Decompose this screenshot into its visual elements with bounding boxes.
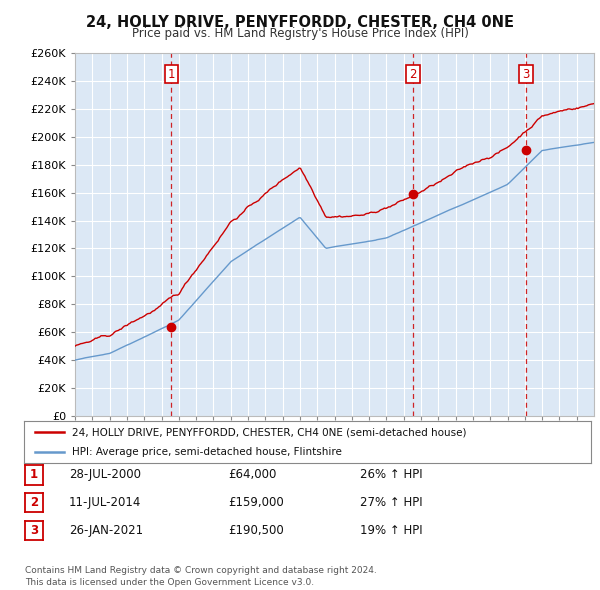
Text: Contains HM Land Registry data © Crown copyright and database right 2024.
This d: Contains HM Land Registry data © Crown c… bbox=[25, 566, 377, 587]
Text: £190,500: £190,500 bbox=[228, 524, 284, 537]
Text: 1: 1 bbox=[167, 67, 175, 80]
Text: 19% ↑ HPI: 19% ↑ HPI bbox=[360, 524, 422, 537]
Text: 3: 3 bbox=[523, 67, 530, 80]
Text: 1: 1 bbox=[30, 468, 38, 481]
Text: 24, HOLLY DRIVE, PENYFFORDD, CHESTER, CH4 0NE: 24, HOLLY DRIVE, PENYFFORDD, CHESTER, CH… bbox=[86, 15, 514, 30]
Text: Price paid vs. HM Land Registry's House Price Index (HPI): Price paid vs. HM Land Registry's House … bbox=[131, 27, 469, 40]
Text: 11-JUL-2014: 11-JUL-2014 bbox=[69, 496, 142, 509]
Text: 28-JUL-2000: 28-JUL-2000 bbox=[69, 468, 141, 481]
Text: 24, HOLLY DRIVE, PENYFFORDD, CHESTER, CH4 0NE (semi-detached house): 24, HOLLY DRIVE, PENYFFORDD, CHESTER, CH… bbox=[72, 427, 467, 437]
Text: 2: 2 bbox=[409, 67, 416, 80]
Text: HPI: Average price, semi-detached house, Flintshire: HPI: Average price, semi-detached house,… bbox=[72, 447, 342, 457]
Text: 26-JAN-2021: 26-JAN-2021 bbox=[69, 524, 143, 537]
Text: 27% ↑ HPI: 27% ↑ HPI bbox=[360, 496, 422, 509]
Text: £159,000: £159,000 bbox=[228, 496, 284, 509]
Text: 2: 2 bbox=[30, 496, 38, 509]
Text: 26% ↑ HPI: 26% ↑ HPI bbox=[360, 468, 422, 481]
Text: £64,000: £64,000 bbox=[228, 468, 277, 481]
Text: 3: 3 bbox=[30, 524, 38, 537]
